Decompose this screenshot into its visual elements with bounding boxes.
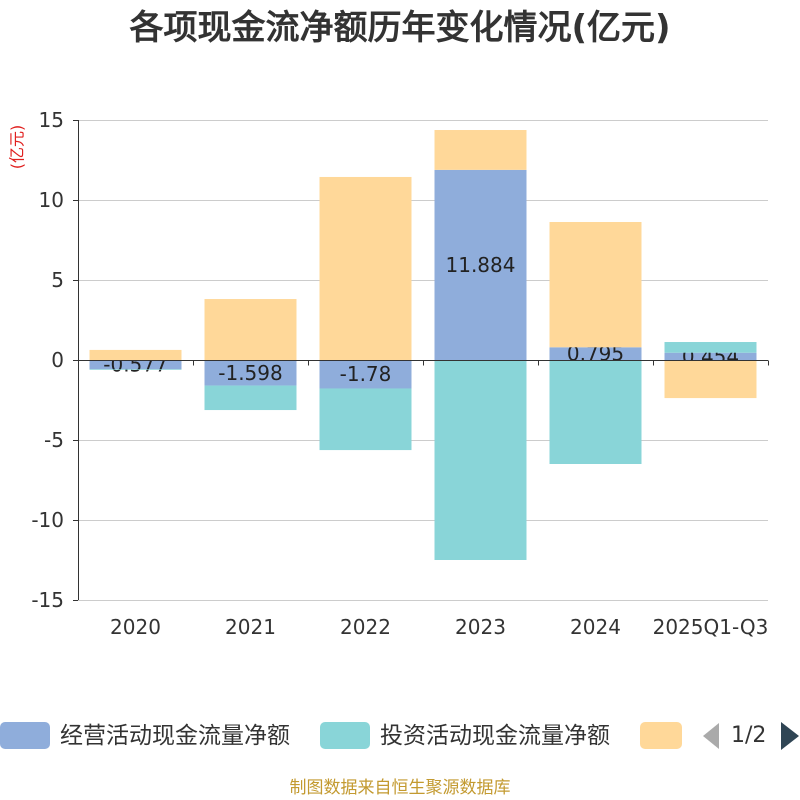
legend-item-investing-cashflow[interactable]: 投资活动现金流量净额 (320, 718, 615, 754)
data-label-2023: 11.884 (446, 253, 516, 277)
legend-swatch-operating (0, 722, 50, 749)
bar-series-0-2023 (434, 169, 527, 360)
bar-series-1-2023 (434, 360, 527, 560)
bar-series-1-2024 (549, 360, 642, 464)
bar-series-0-2022 (319, 360, 412, 389)
bar-series-0-2021 (204, 360, 297, 386)
bar-series-1-2025Q1-Q3 (664, 342, 757, 353)
triangle-right-icon[interactable] (781, 722, 799, 754)
triangle-left-icon[interactable] (703, 723, 719, 753)
x-tick-label: 2024 (570, 615, 621, 639)
legend-label-operating: 经营活动现金流量净额 (60, 723, 290, 749)
data-source-note: 制图数据来自恒生聚源数据库 (289, 778, 511, 798)
x-tick-label: 2021 (225, 615, 276, 639)
y-axis-unit-label: (亿元) (8, 125, 27, 170)
bar-series-2-2024 (549, 222, 642, 348)
y-tick-label: -5 (44, 428, 64, 452)
bar-series-2-2023 (434, 130, 527, 170)
bar-series-0-2024 (549, 347, 642, 360)
legend-next-page-icon (781, 722, 799, 750)
y-tick-label: 10 (39, 188, 64, 212)
y-tick-label: 5 (51, 268, 64, 292)
x-tick-label: 2025Q1-Q3 (653, 615, 769, 639)
legend-swatch-investing (320, 722, 370, 749)
bar-series-2-2020 (89, 349, 182, 360)
bar-series-2-2025Q1-Q3 (664, 360, 757, 399)
legend-swatch-third-series (640, 722, 682, 749)
x-tick-label: 2023 (455, 615, 506, 639)
data-label-2022: -1.78 (340, 362, 392, 386)
series-1 (89, 342, 757, 560)
bar-series-2-2021 (204, 299, 297, 360)
bar-series-1-2021 (204, 385, 297, 411)
series-0 (89, 169, 757, 389)
legend-prev-page-icon (703, 723, 719, 749)
bar-series-1-2022 (319, 388, 412, 451)
bar-series-0-2020 (89, 360, 182, 370)
x-axis: 2020 2021 2022 2023 2024 2025Q1-Q3 (78, 360, 769, 639)
x-tick-label: 2020 (110, 615, 161, 639)
bar-series-0-2025Q1-Q3 (664, 352, 757, 360)
legend-label-investing: 投资活动现金流量净额 (380, 723, 610, 749)
legend-item-operating-cashflow[interactable]: 经营活动现金流量净额 (0, 718, 295, 754)
data-label-2021: -1.598 (218, 361, 282, 385)
y-tick-label: 15 (39, 108, 64, 132)
legend-item-third-series[interactable] (640, 718, 682, 754)
chart-title: 各项现金流净额历年变化情况(亿元) (129, 8, 671, 48)
y-tick-label: -10 (31, 508, 64, 532)
y-tick-label: 0 (51, 348, 64, 372)
bar-series-2-2022 (319, 176, 412, 360)
y-tick-label: -15 (31, 588, 64, 612)
series-2 (89, 130, 757, 399)
legend-page-indicator: 1/2 (731, 723, 767, 748)
y-axis: 15 10 5 0 -5 -10 -15 (亿元) (8, 108, 79, 612)
x-tick-label: 2022 (340, 615, 391, 639)
bar-series-1-2020 (89, 369, 182, 370)
legend: 经营活动现金流量净额 投资活动现金流量净额 1/2 (0, 718, 800, 754)
